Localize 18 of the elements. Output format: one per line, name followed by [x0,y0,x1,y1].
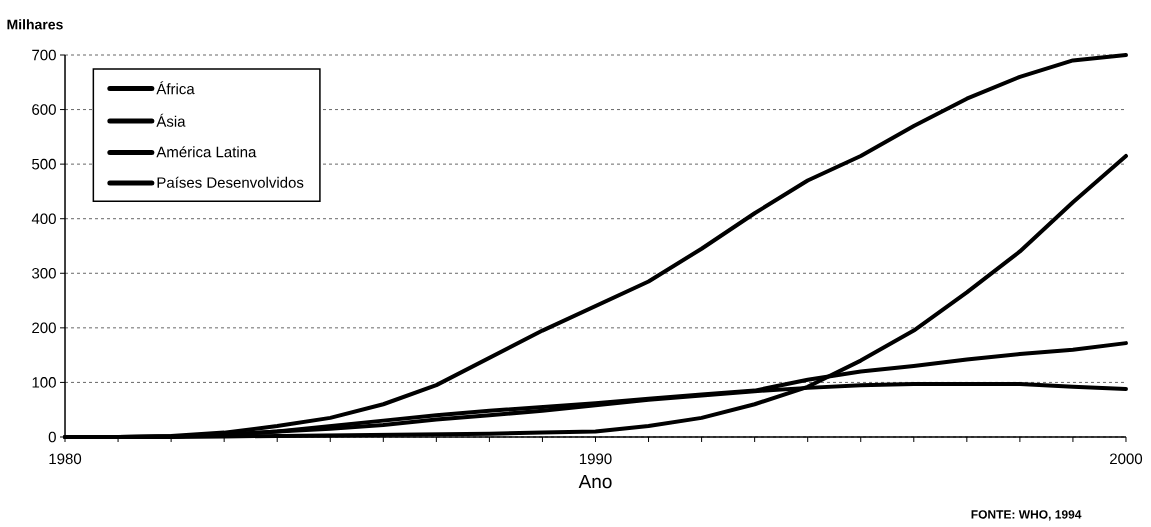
y-tick-label: 500 [32,158,56,170]
y-tick-label: 700 [32,49,56,61]
y-tick-label: 0 [48,431,56,443]
y-axis-title: Milhares [7,19,63,30]
x-tick-label: 1990 [579,453,612,465]
x-tick-label: 2000 [1110,453,1143,465]
x-tick-label: 1980 [49,453,82,465]
legend-label: Países Desenvolvidos [157,176,304,188]
y-tick-label: 600 [32,104,56,115]
legend-label: Ásia [156,113,186,127]
source-note: FONTE: WHO, 1994 [971,510,1082,521]
y-tick-label: 200 [32,322,56,334]
legend-label: África [156,81,195,95]
x-axis-title: Ano [578,475,612,489]
y-tick-label: 300 [32,267,56,279]
legend-label: América Latina [156,146,257,158]
y-tick-label: 400 [31,213,56,225]
y-tick-label: 100 [32,377,56,388]
